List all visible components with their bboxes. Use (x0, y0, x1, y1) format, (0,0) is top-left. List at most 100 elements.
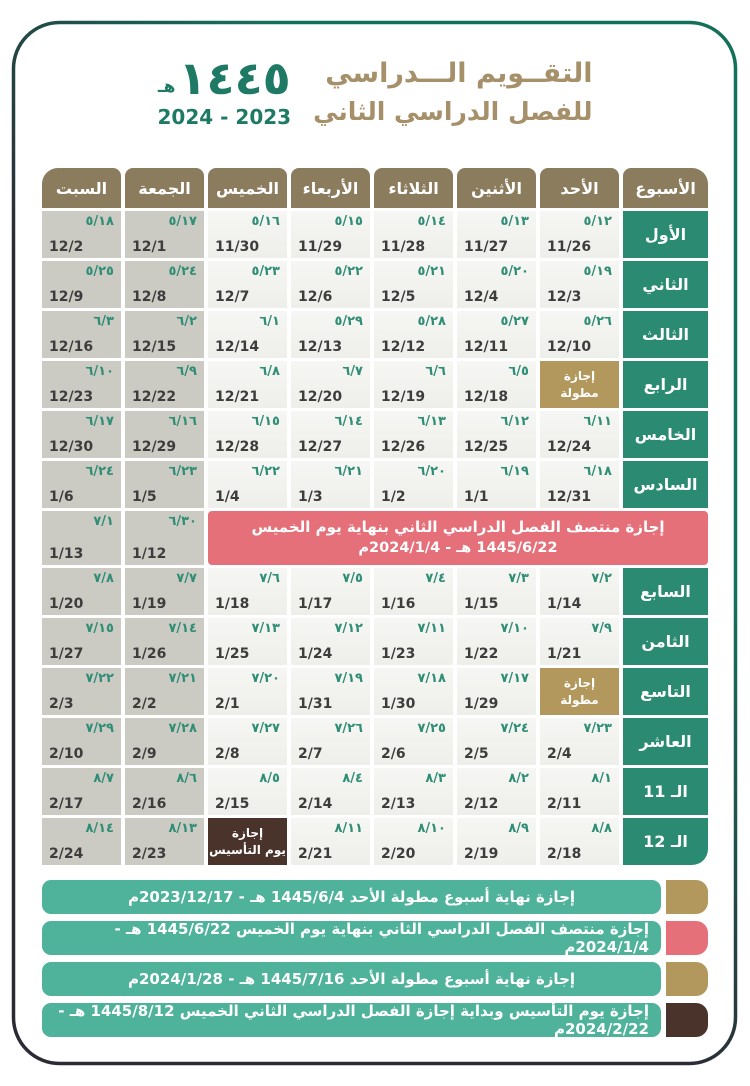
gregorian-date: 12/1 (132, 239, 167, 255)
legend-text: إجازة نهاية أسبوع مطولة الأحد 1445/7/16 … (42, 962, 661, 996)
legend-color-marker (666, 962, 708, 996)
content-area: التقــويم الـــدراسي للفصل الدراسي الثان… (42, 46, 708, 1038)
gregorian-date: 2/15 (215, 796, 250, 812)
gregorian-date: 12/21 (215, 389, 260, 405)
date-cell: ٦/١٩ 1/1 (457, 461, 536, 508)
date-cell: ٥/٢٩ 12/13 (291, 311, 370, 358)
gregorian-date: 12/14 (215, 339, 260, 355)
date-cell: ٧/٢٠ 2/1 (208, 668, 287, 715)
gregorian-years: 2023 - 2024 (157, 105, 292, 129)
date-cell: ٦/٢٣ 1/5 (125, 461, 204, 508)
gregorian-date: 1/1 (464, 489, 489, 505)
date-cell: ٦/١١ 12/24 (540, 411, 619, 458)
hijri-date: ٦/١٥ (251, 414, 280, 429)
date-cell: ٥/٢٠ 12/4 (457, 261, 536, 308)
week-label-cell: الثاني (623, 261, 708, 308)
gregorian-date: 2/10 (49, 746, 84, 762)
date-cell: ٧/١٨ 1/30 (374, 668, 453, 715)
legend-color-marker (666, 1003, 708, 1037)
gregorian-date: 11/28 (381, 239, 426, 255)
date-cell: ٥/١٥ 11/29 (291, 211, 370, 258)
masthead: التقــويم الـــدراسي للفصل الدراسي الثان… (42, 46, 708, 138)
gregorian-date: 2/12 (464, 796, 499, 812)
hijri-date: ٥/٢٧ (500, 314, 529, 329)
date-cell: ٨/١٣ 2/23 (125, 818, 204, 865)
gregorian-date: 11/30 (215, 239, 260, 255)
gregorian-date: 1/17 (298, 596, 333, 612)
date-cell: ٥/٢٢ 12/6 (291, 261, 370, 308)
week-label-cell: الرابع (623, 361, 708, 408)
hijri-date: ٨/١ (591, 771, 612, 786)
hijri-date: ٦/٣ (93, 314, 114, 329)
date-cell: ٥/١٦ 11/30 (208, 211, 287, 258)
day-header-cell: الأربعاء (291, 168, 370, 208)
gregorian-date: 12/23 (49, 389, 94, 405)
gregorian-date: 2/4 (547, 746, 572, 762)
gregorian-date: 12/12 (381, 339, 426, 355)
gregorian-date: 12/9 (49, 289, 84, 305)
gregorian-date: 1/24 (298, 646, 333, 662)
gregorian-date: 2/9 (132, 746, 157, 762)
date-cell: ٥/١٣ 11/27 (457, 211, 536, 258)
date-cell: ٧/٢٦ 2/7 (291, 718, 370, 765)
hijri-date: ٥/٢٥ (85, 264, 114, 279)
date-cell: ٦/١٣ 12/26 (374, 411, 453, 458)
hijri-date: ٦/٢١ (334, 464, 363, 479)
date-cell: ٧/٨ 1/20 (42, 568, 121, 615)
hijri-date: ٦/١ (259, 314, 280, 329)
gregorian-date: 2/5 (464, 746, 489, 762)
week-label-cell: الثامن (623, 618, 708, 665)
hijri-date: ٧/٢٩ (85, 721, 114, 736)
hijri-year-row: ١٤٤٥ هـ (158, 55, 291, 101)
hijri-date: ٧/٢٧ (251, 721, 280, 736)
hijri-date: ٥/١٥ (334, 214, 363, 229)
date-cell: ٦/٢٤ 1/6 (42, 461, 121, 508)
gregorian-date: 1/13 (49, 546, 84, 562)
gregorian-date: 12/3 (547, 289, 582, 305)
hijri-date: ٦/١٨ (583, 464, 612, 479)
date-cell: ٨/١٤ 2/24 (42, 818, 121, 865)
hijri-date: ٥/١٩ (583, 264, 612, 279)
gregorian-date: 12/30 (49, 439, 94, 455)
hijri-date: ٥/٢٨ (417, 314, 446, 329)
date-cell: ٨/٤ 2/14 (291, 768, 370, 815)
gregorian-date: 2/21 (298, 846, 333, 862)
legend-text: إجازة منتصف الفصل الدراسي الثاني بنهاية … (42, 920, 661, 956)
gregorian-date: 12/31 (547, 489, 592, 505)
hijri-date: ٥/١٣ (500, 214, 529, 229)
hijri-date: ٦/١٣ (417, 414, 446, 429)
gregorian-date: 12/15 (132, 339, 177, 355)
date-cell: ٦/١٤ 12/27 (291, 411, 370, 458)
title-line1: التقــويم الـــدراسي (325, 58, 593, 89)
legend-item: إجازة نهاية أسبوع مطولة الأحد 1445/7/16 … (42, 962, 708, 996)
gregorian-date: 1/19 (132, 596, 167, 612)
hijri-date: ٨/٨ (591, 821, 612, 836)
date-cell: ٨/٧ 2/17 (42, 768, 121, 815)
date-cell: ٥/٢٤ 12/8 (125, 261, 204, 308)
hijri-date: ٧/٢١ (168, 671, 197, 686)
gregorian-date: 1/16 (381, 596, 416, 612)
gregorian-date: 1/4 (215, 489, 240, 505)
hijri-date: ٧/١٧ (500, 671, 529, 686)
hijri-date: ٧/٣ (508, 571, 529, 586)
hijri-date: ٧/١ (93, 514, 114, 529)
midterm-break-banner-line1: إجازة منتصف الفصل الدراسي الثاني بنهاية … (251, 518, 665, 537)
gregorian-date: 1/27 (49, 646, 84, 662)
gregorian-date: 2/19 (464, 846, 499, 862)
week-label-cell: الـ 12 (623, 818, 708, 865)
date-cell: ٦/١٨ 12/31 (540, 461, 619, 508)
midterm-break-banner-line2: 1445/6/22 هـ - 2024/1/4م (358, 540, 558, 557)
hijri-date: ٥/٢٠ (500, 264, 529, 279)
hijri-date: ٨/٢ (508, 771, 529, 786)
date-cell: ٥/٢٣ 12/7 (208, 261, 287, 308)
gregorian-date: 12/20 (298, 389, 343, 405)
date-cell: ٨/٩ 2/19 (457, 818, 536, 865)
hijri-date: ٦/٢٣ (168, 464, 197, 479)
hijri-date: ٧/١٥ (85, 621, 114, 636)
gregorian-date: 12/24 (547, 439, 592, 455)
hijri-date: ٦/١٠ (85, 364, 114, 379)
legend-text: إجازة نهاية أسبوع مطولة الأحد 1445/6/4 ه… (42, 880, 661, 914)
hijri-date: ٥/٢٣ (251, 264, 280, 279)
hijri-date: ٧/١٤ (168, 621, 197, 636)
